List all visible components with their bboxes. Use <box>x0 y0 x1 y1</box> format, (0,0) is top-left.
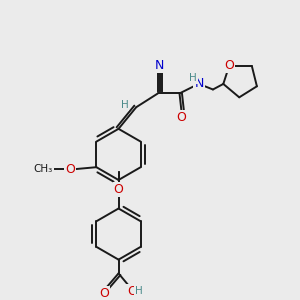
Text: O: O <box>224 58 234 72</box>
Text: CH₃: CH₃ <box>34 164 53 174</box>
Text: O: O <box>128 285 137 298</box>
Text: H: H <box>121 100 128 110</box>
Text: O: O <box>65 163 75 176</box>
Text: N: N <box>194 77 204 90</box>
Text: N: N <box>155 59 164 72</box>
Text: H: H <box>135 286 143 296</box>
Text: H: H <box>189 73 197 83</box>
Text: O: O <box>176 110 186 124</box>
Text: O: O <box>99 286 109 300</box>
Text: O: O <box>114 183 124 196</box>
